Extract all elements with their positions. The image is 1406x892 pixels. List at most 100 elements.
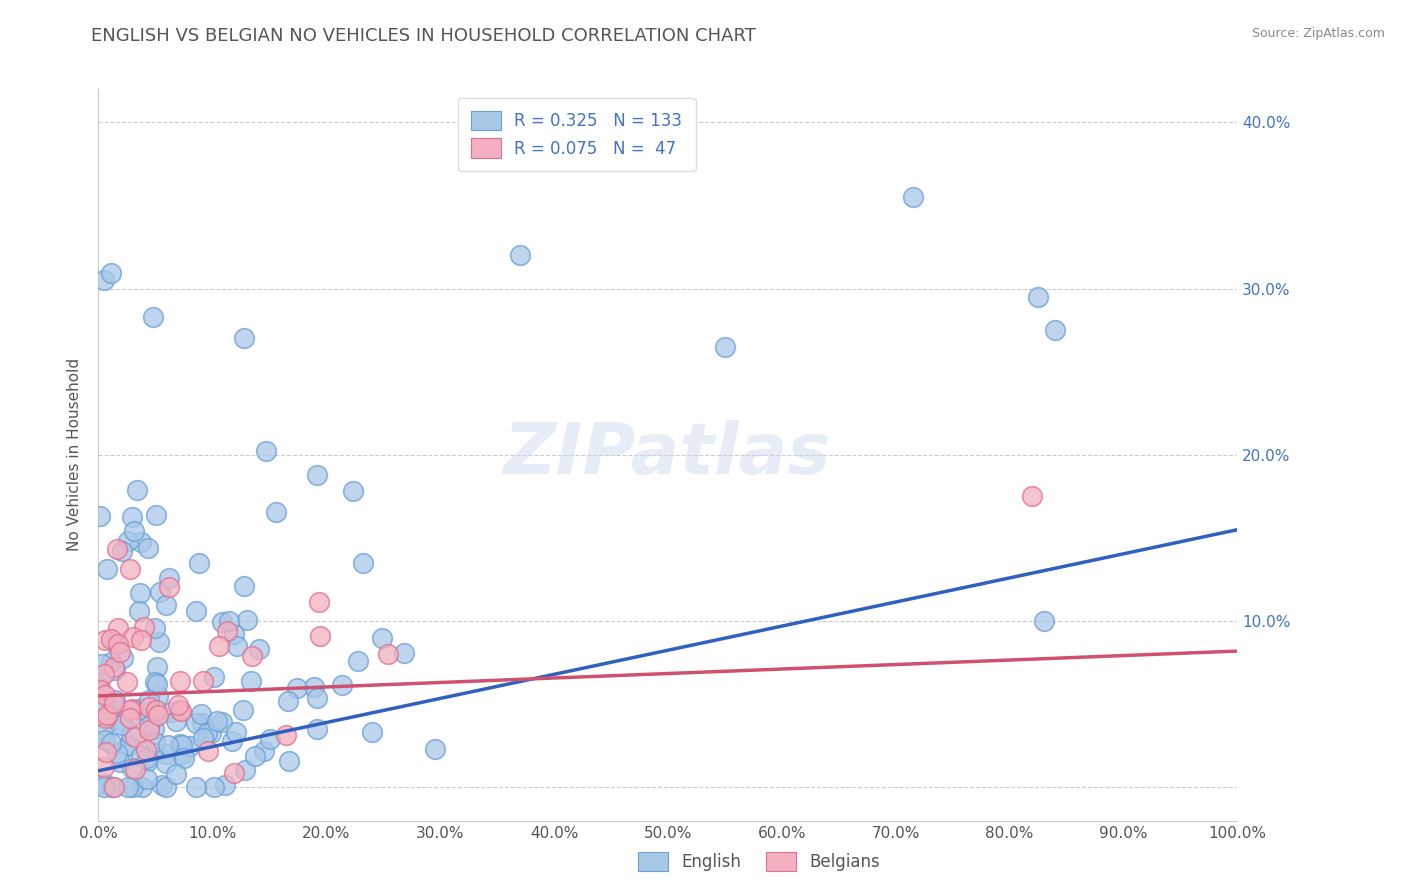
Point (184, 715, 207, 730)
Point (135, 743, 157, 757)
Point (138, 700, 160, 714)
Point (115, 739, 138, 753)
Point (245, 749, 267, 764)
Point (202, 670, 225, 684)
Point (157, 580, 180, 594)
Point (276, 728, 298, 742)
Text: ZIPatlas: ZIPatlas (505, 420, 831, 490)
Point (166, 698, 188, 713)
Point (254, 444, 277, 458)
Point (305, 690, 328, 705)
Point (146, 676, 169, 690)
Point (423, 742, 446, 756)
Point (159, 571, 181, 585)
Point (170, 704, 193, 718)
Point (186, 780, 208, 795)
Point (200, 725, 222, 739)
Point (360, 725, 382, 739)
Point (138, 754, 160, 768)
Point (96, 707, 118, 722)
Point (285, 681, 308, 695)
Point (165, 767, 187, 781)
Point (104, 635, 127, 649)
Y-axis label: No Vehicles in Household: No Vehicles in Household (67, 359, 83, 551)
Point (211, 714, 233, 729)
Point (142, 310, 165, 325)
Point (221, 733, 243, 747)
Point (308, 595, 330, 609)
Point (107, 637, 129, 651)
Point (136, 772, 159, 787)
Point (100, 632, 122, 646)
Point (118, 561, 141, 575)
Point (125, 483, 148, 498)
Point (93, 273, 115, 287)
Point (155, 747, 177, 761)
Point (169, 703, 191, 717)
Point (148, 707, 170, 722)
Point (110, 755, 132, 769)
Point (259, 732, 281, 747)
Point (142, 745, 165, 759)
Point (170, 747, 193, 762)
Point (160, 706, 183, 720)
Point (100, 655, 122, 669)
Point (150, 778, 173, 792)
Point (129, 586, 152, 600)
Point (233, 764, 256, 778)
Point (94, 688, 117, 702)
Point (93, 759, 115, 773)
Point (232, 703, 254, 717)
Point (309, 629, 332, 643)
Point (155, 780, 177, 795)
Point (100, 736, 122, 750)
Point (103, 659, 125, 673)
Point (89, 683, 111, 698)
Point (105, 746, 128, 760)
Point (901, 190, 924, 204)
Point (93, 780, 115, 795)
Point (307, 722, 329, 736)
Point (136, 751, 159, 765)
Point (121, 760, 143, 774)
Point (148, 635, 170, 649)
Point (193, 674, 215, 689)
Point (94, 732, 117, 747)
Point (305, 468, 328, 483)
Point (1032, 614, 1054, 628)
Point (94, 711, 117, 725)
Point (129, 535, 152, 549)
Point (146, 690, 169, 704)
Point (145, 659, 167, 673)
Point (232, 331, 254, 345)
Point (145, 508, 167, 523)
Point (392, 646, 415, 660)
Point (131, 632, 153, 647)
Point (142, 712, 165, 726)
Point (371, 631, 394, 645)
Point (136, 541, 159, 555)
Point (173, 751, 195, 765)
Point (118, 738, 141, 752)
Point (222, 766, 245, 780)
Point (1026, 290, 1049, 304)
Point (1021, 490, 1043, 504)
Point (117, 780, 139, 795)
Point (111, 544, 134, 558)
Point (127, 702, 149, 716)
Point (247, 642, 270, 657)
Point (129, 749, 152, 764)
Point (90, 697, 112, 711)
Point (94, 746, 117, 760)
Legend: R = 0.325   N = 133, R = 0.075   N =  47: R = 0.325 N = 133, R = 0.075 N = 47 (458, 97, 696, 171)
Point (509, 248, 531, 262)
Point (93, 667, 115, 681)
Point (91, 657, 114, 671)
Point (165, 714, 187, 728)
Point (108, 703, 131, 717)
Point (225, 724, 247, 739)
Point (145, 703, 167, 717)
Point (240, 673, 263, 688)
Point (211, 615, 233, 629)
Point (103, 780, 125, 795)
